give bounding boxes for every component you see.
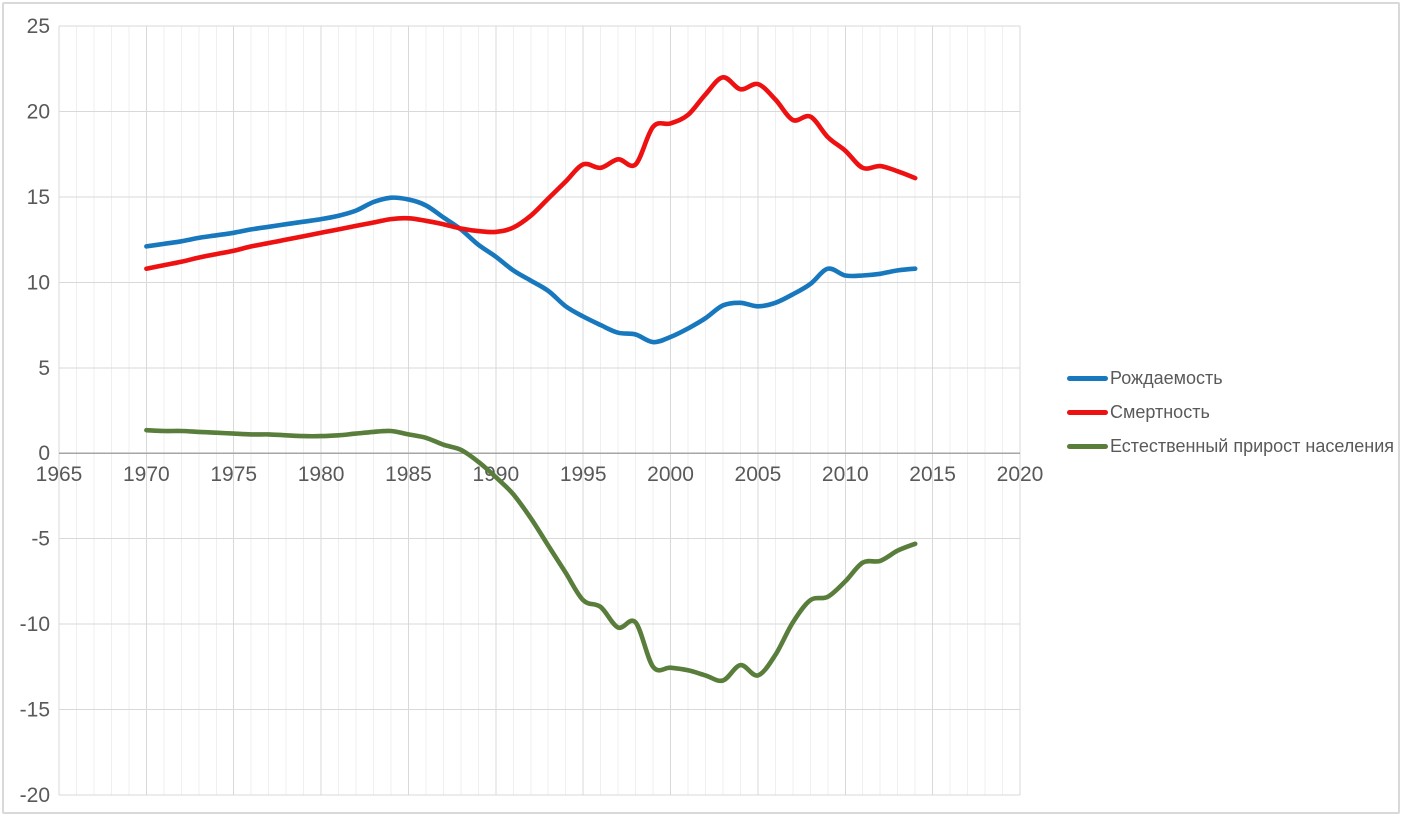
y-tick-label: 25 [27, 15, 50, 38]
y-tick-label: 15 [27, 186, 50, 209]
y-tick-label: -20 [20, 784, 50, 807]
y-tick-label: -5 [31, 528, 50, 551]
y-tick-label: 5 [38, 357, 50, 380]
x-tick-label: 1980 [298, 463, 345, 486]
y-tick-label: -10 [20, 613, 50, 636]
legend-label-natural-increase: Естественный прирост населения [1110, 435, 1395, 456]
series-line-birth-rate [144, 195, 918, 345]
x-tick-label: 1965 [36, 463, 83, 486]
x-tick-label: 2010 [822, 463, 869, 486]
legend-label-birth-rate: Рождаемость [1110, 367, 1223, 388]
x-tick-label: 1995 [560, 463, 607, 486]
x-tick-label: 2000 [647, 463, 694, 486]
legend-item-natural-increase: Естественный прирост населения [1067, 429, 1394, 463]
series-line-natural-increase [144, 427, 918, 684]
y-tick-label: 0 [38, 442, 50, 465]
x-tick-label: 1975 [210, 463, 257, 486]
x-tick-label: 2015 [909, 463, 956, 486]
y-tick-label: 20 [27, 100, 50, 123]
series-line-death-rate [144, 75, 918, 271]
x-tick-label: 1985 [385, 463, 432, 486]
chart-legend: Рождаемость Смертность Естественный прир… [1067, 361, 1394, 463]
legend-item-death-rate: Смертность [1067, 395, 1394, 429]
legend-line-swatch-death-rate [1067, 409, 1108, 415]
x-tick-label: 1970 [123, 463, 170, 486]
legend-label-death-rate: Смертность [1110, 401, 1210, 422]
x-tick-label: 2020 [997, 463, 1044, 486]
legend-line-swatch-birth-rate [1067, 375, 1108, 381]
y-tick-label: -15 [20, 699, 50, 722]
legend-line-swatch-natural-increase [1067, 443, 1108, 449]
legend-item-birth-rate: Рождаемость [1067, 361, 1394, 395]
y-tick-label: 10 [27, 271, 50, 294]
x-tick-label: 2005 [735, 463, 782, 486]
